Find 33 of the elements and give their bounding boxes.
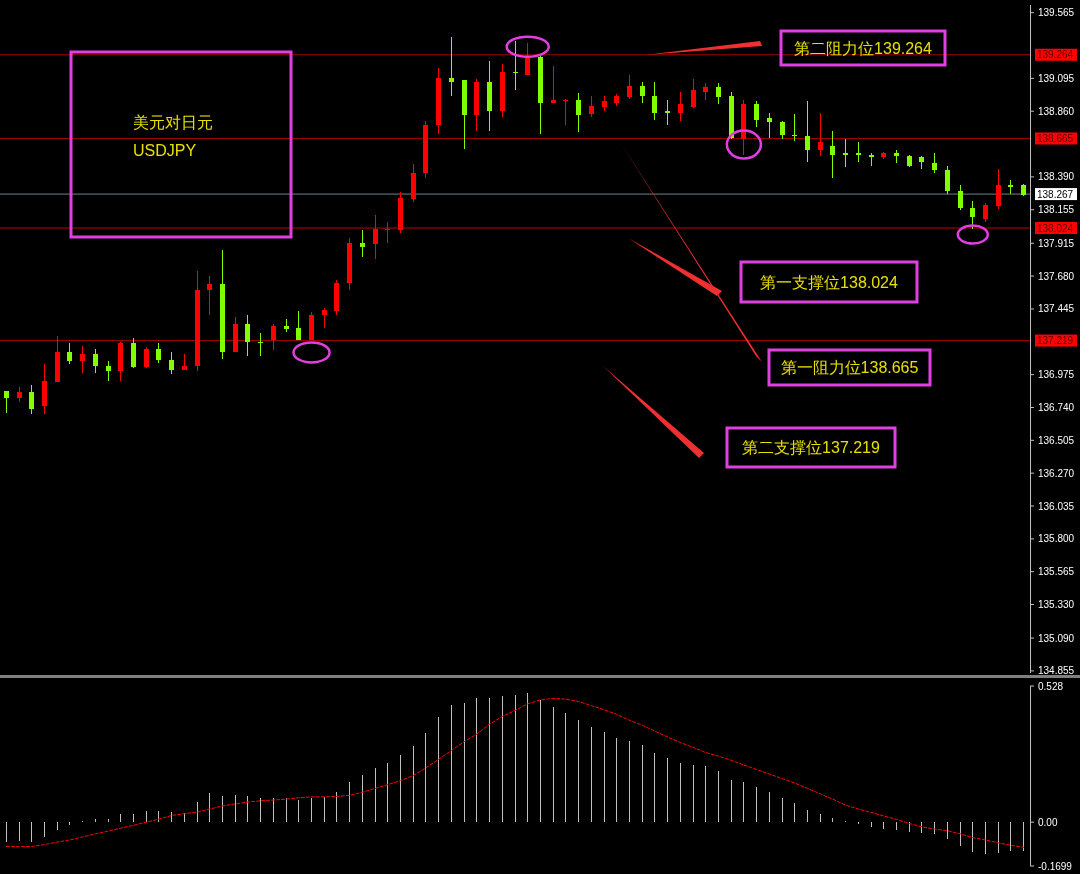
line-series — [5, 697, 1025, 848]
annotation: 第一阻力位138.665 — [780, 359, 919, 376]
y-tick-label: 137.445 — [1038, 303, 1075, 315]
y-tick-label: 134.855 — [1038, 665, 1075, 677]
y-tick-label: 135.090 — [1038, 632, 1075, 644]
ref-line-label: 137.219 — [1037, 335, 1074, 347]
y-tick-label: 136.975 — [1038, 369, 1075, 381]
y-tick-label: 135.800 — [1038, 533, 1075, 545]
y-tick-label: 136.740 — [1038, 401, 1075, 413]
ref-line-label: 138.665 — [1037, 132, 1074, 144]
y-tick-label: 0.00 — [1038, 816, 1058, 828]
y-tick-label: 138.860 — [1038, 105, 1075, 117]
y-tick-label: 139.095 — [1038, 72, 1075, 84]
y-tick-label: 136.270 — [1038, 467, 1075, 479]
annotation: 第二阻力位139.264 — [794, 39, 933, 57]
y-tick-label: -0.1699 — [1038, 860, 1073, 872]
ref-line-label: 138.267 — [1037, 188, 1074, 200]
y-tick-label: 136.035 — [1038, 500, 1075, 512]
annotation: 第一支撑位138.024 — [760, 273, 899, 291]
y-tick-label: 135.565 — [1038, 566, 1075, 578]
ref-line-label: 138.024 — [1037, 222, 1074, 234]
y-tick-label: 0.528 — [1038, 680, 1064, 692]
y-tick-label: 135.330 — [1038, 599, 1075, 611]
ref-line-label: 139.264 — [1037, 49, 1074, 61]
text: USDJPY — [133, 142, 197, 159]
annotation: 第二支撑位137.219 — [742, 439, 881, 456]
text: 美元对日元 — [133, 114, 213, 131]
y-tick-label: 138.155 — [1038, 204, 1075, 216]
y-tick-label: 137.680 — [1038, 270, 1075, 282]
y-tick-label: 136.505 — [1038, 434, 1075, 446]
y-tick-label: 137.915 — [1038, 237, 1075, 249]
y-tick-label: 139.565 — [1038, 7, 1075, 19]
y-tick-label: 138.390 — [1038, 171, 1075, 183]
